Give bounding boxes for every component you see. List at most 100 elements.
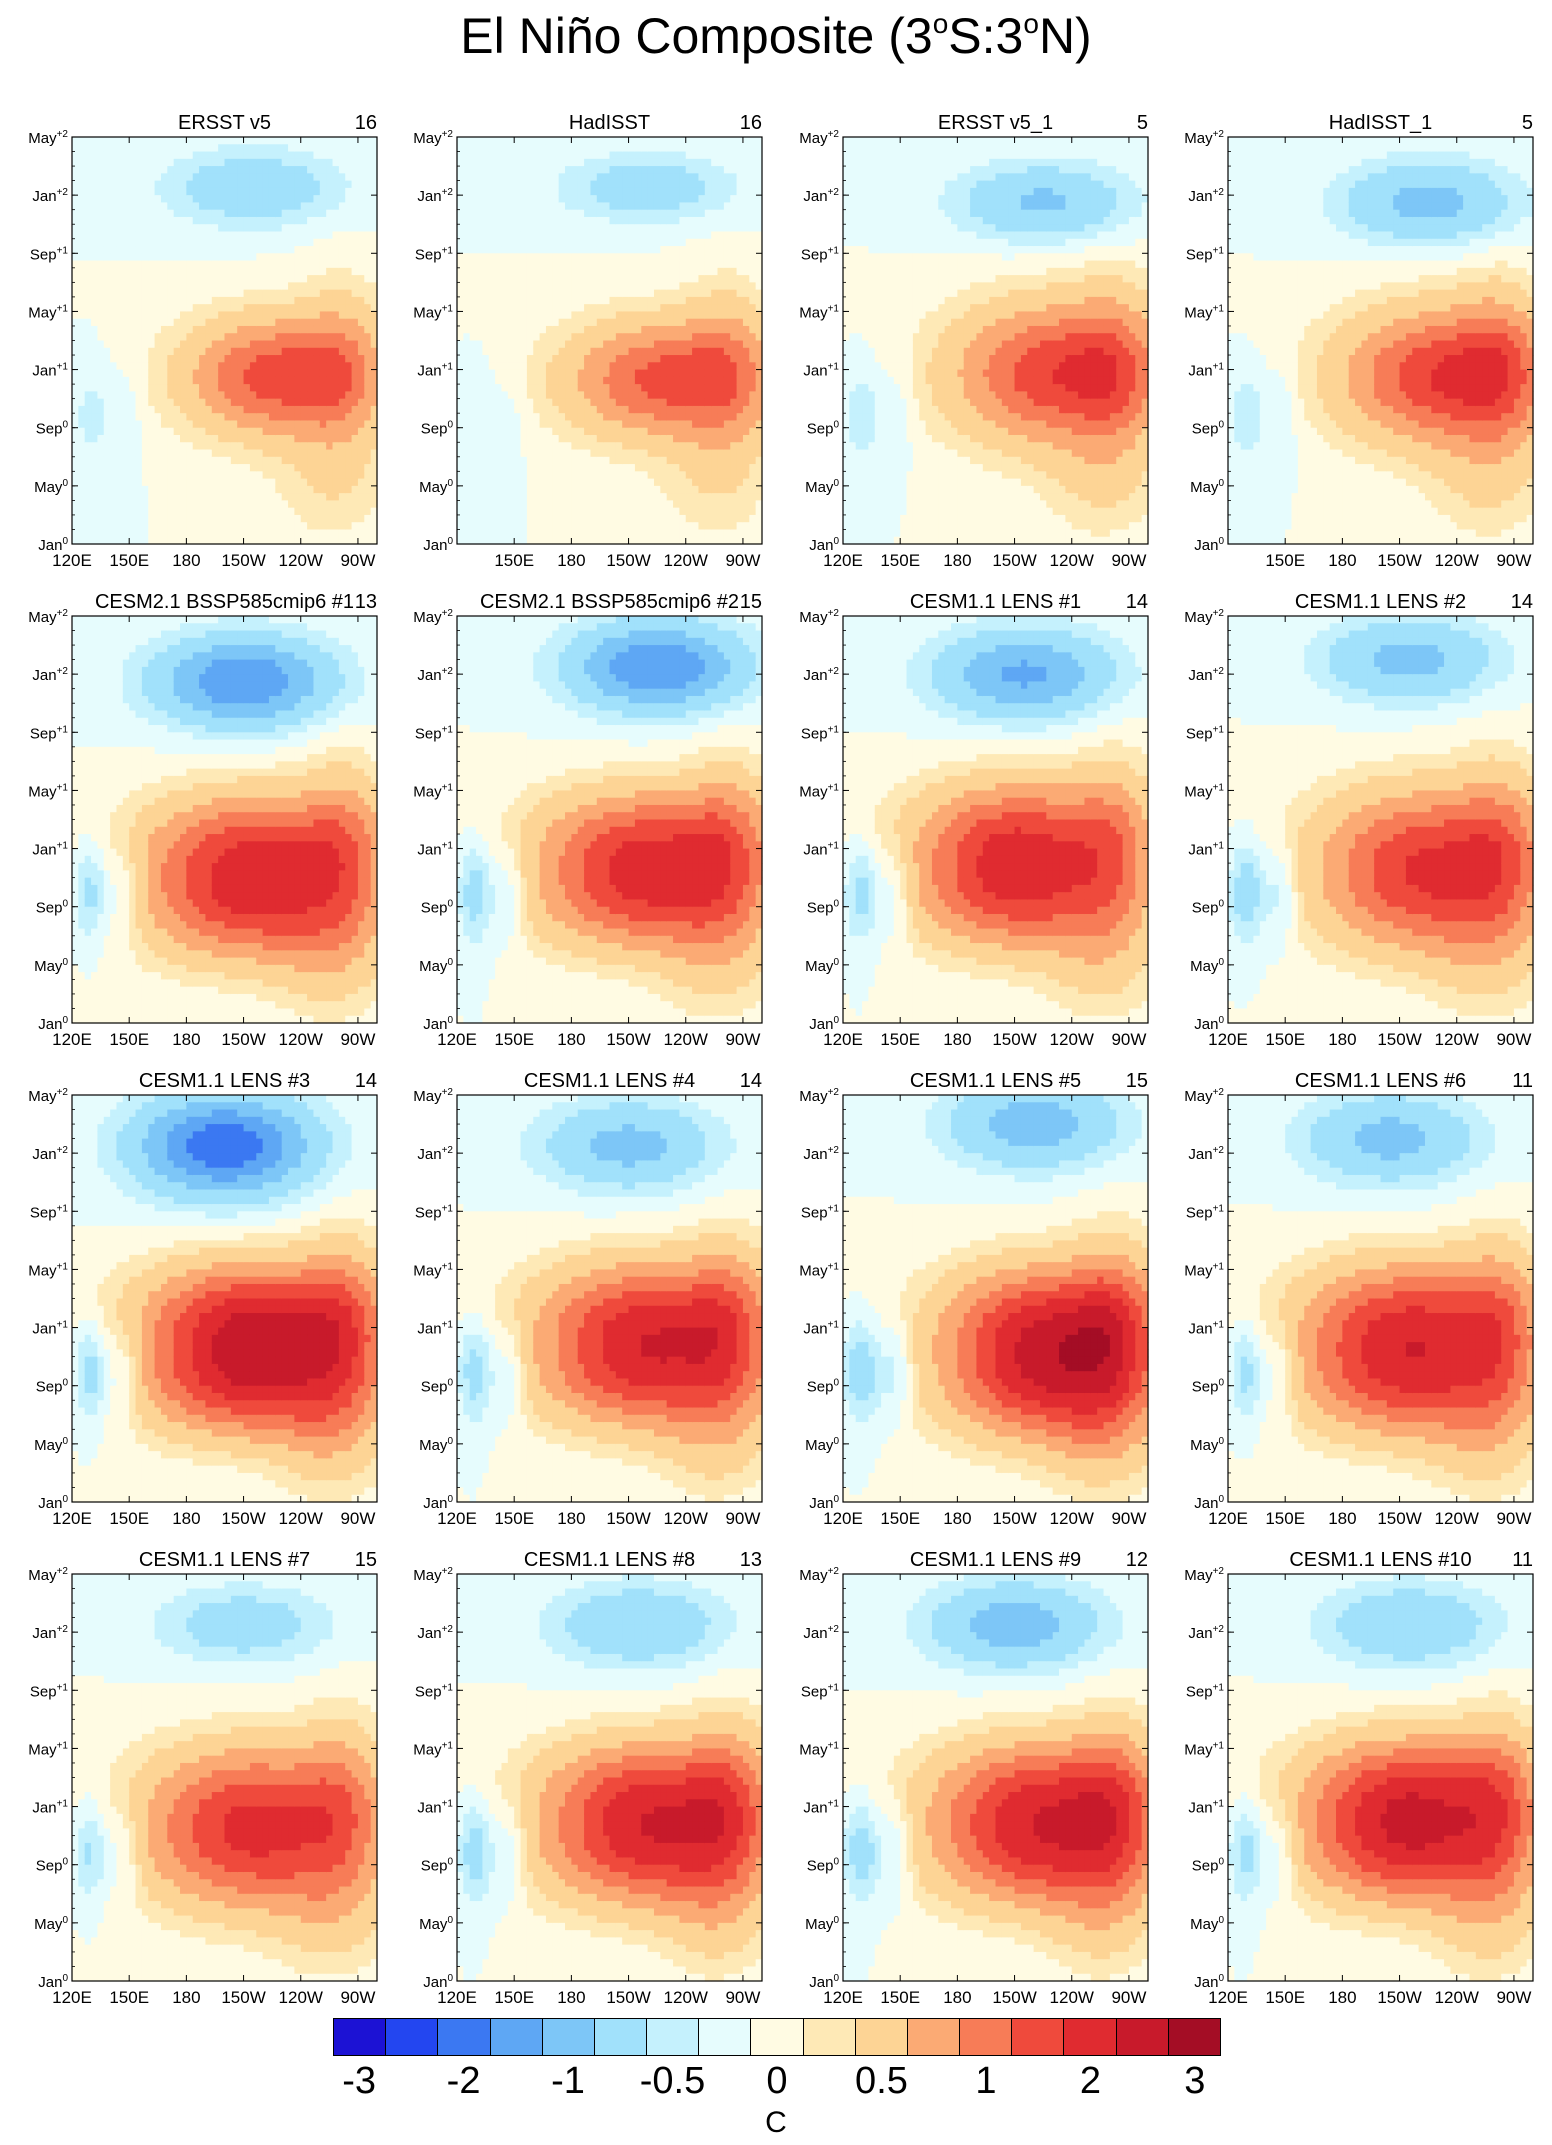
heatmap-cell [262,325,270,334]
heatmap-cell [97,333,105,342]
heatmap-cell [129,485,137,494]
heatmap-cell [72,216,79,225]
heatmap-cell [351,216,359,225]
heatmap-cell [609,434,617,443]
heatmap-cell [249,456,257,465]
heatmap-cell [558,209,566,218]
heatmap-cell [520,369,528,378]
heatmap-cell [514,355,522,363]
heatmap-cell [224,529,232,538]
heatmap-cell [122,413,130,422]
heatmap-cell [116,449,124,458]
heatmap-cell [520,296,528,305]
heatmap-cell [482,493,490,501]
heatmap-cell [243,144,251,153]
heatmap-cell [148,427,156,436]
heatmap-cell [262,180,270,189]
heatmap-cell [91,304,99,313]
heatmap-cell [571,355,579,363]
heatmap-cell [192,246,200,254]
heatmap-cell [666,209,674,218]
heatmap-cell [148,529,156,538]
heatmap-cell [660,442,668,451]
heatmap-cell [685,456,693,465]
heatmap-cell [268,325,276,334]
heatmap-cell [476,427,484,436]
heatmap-cell [338,434,346,443]
heatmap-cell [205,376,213,385]
heatmap-cell [192,224,200,233]
heatmap-cell [584,340,592,349]
heatmap-cell [135,391,143,400]
heatmap-cell [332,311,340,320]
heatmap-cell [603,369,611,378]
heatmap-cell [186,522,194,531]
heatmap-cell [603,391,611,400]
heatmap-cell [666,536,674,545]
heatmap-cell [539,282,547,291]
heatmap-cell [628,173,636,182]
heatmap-cell [673,166,680,174]
heatmap-cell [307,158,315,167]
heatmap-cell [141,311,149,320]
heatmap-cell [571,500,579,509]
heatmap-cell [268,180,276,189]
heatmap-cell [507,151,515,160]
heatmap-cell [370,478,378,487]
heatmap-cell [351,507,359,516]
heatmap-cell [186,485,194,494]
heatmap-cell [692,507,700,516]
heatmap-cell [129,137,137,145]
heatmap-cell [218,522,226,531]
heatmap-cell [609,318,617,327]
heatmap-cell [116,158,124,167]
heatmap-cell [507,173,515,182]
heatmap-cell [507,304,515,313]
heatmap-cell [370,195,378,204]
heatmap-cell [660,355,668,363]
heatmap-cell [507,238,515,247]
heatmap-cell [122,398,130,407]
heatmap-cell [345,391,353,400]
heatmap-cell [634,238,642,247]
heatmap-cell [364,260,372,269]
heatmap-cell [97,398,105,407]
heatmap-cell [154,507,162,516]
heatmap-cell [539,166,547,174]
heatmap-cell [313,173,321,182]
heatmap-cell [192,173,200,182]
heatmap-cell [495,471,503,480]
heatmap-cell [249,209,257,218]
heatmap-cell [326,289,334,298]
heatmap-cell [370,289,378,298]
heatmap-cell [482,522,490,531]
heatmap-cell [520,355,528,363]
heatmap-cell [357,536,365,545]
heatmap-cell [469,376,477,385]
heatmap-cell [545,253,553,262]
heatmap-cell [545,514,553,523]
heatmap-cell [262,318,270,327]
heatmap-cell [173,529,181,538]
heatmap-cell [281,180,289,189]
heatmap-cell [609,500,617,509]
heatmap-cell [338,202,346,211]
heatmap-cell [129,224,137,233]
heatmap-cell [558,340,566,349]
heatmap-cell [180,187,187,196]
heatmap-cell [307,493,315,501]
heatmap-cell [698,296,706,305]
heatmap-cell [192,267,200,276]
heatmap-cell [698,449,706,458]
heatmap-cell [698,216,706,225]
heatmap-cell [300,485,308,494]
heatmap-cell [476,340,484,349]
heatmap-cell [345,282,353,291]
heatmap-cell [469,216,477,225]
heatmap-cell [673,434,680,443]
heatmap-cell [590,340,598,349]
heatmap-cell [469,413,477,422]
heatmap-cell [469,471,477,480]
heatmap-cell [692,173,700,182]
heatmap-cell [262,311,270,320]
